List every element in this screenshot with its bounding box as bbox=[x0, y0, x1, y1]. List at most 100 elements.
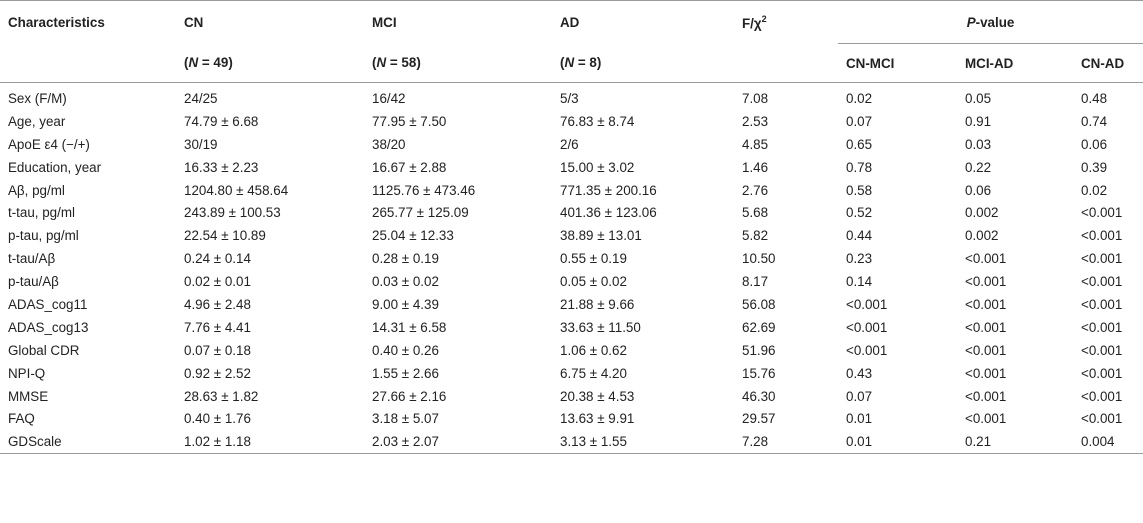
cell-p-mci-ad: <0.001 bbox=[965, 342, 1007, 358]
header-n-mci: (N = 58) bbox=[364, 43, 552, 83]
table-row: Sex (F/M) 24/25 16/42 5/3 7.08 0.02 0.05 0.48 bbox=[0, 83, 1143, 110]
table-row: t-tau/Aβ 0.24 ± 0.14 0.28 ± 0.19 0.55 ± 0.1… bbox=[0, 247, 1143, 270]
cell-ad: 13.63 ± 9.91 bbox=[560, 411, 635, 427]
cell-stat: 15.76 bbox=[742, 365, 776, 381]
cell-stat: 62.69 bbox=[742, 319, 776, 335]
cell-p-cn-ad: <0.001 bbox=[1081, 296, 1123, 312]
cell-ad: 15.00 ± 3.02 bbox=[560, 159, 635, 175]
cell-p-cn-mci: <0.001 bbox=[846, 342, 888, 358]
cell-p-mci-ad: <0.001 bbox=[965, 274, 1007, 290]
cell-p-mci-ad: <0.001 bbox=[965, 251, 1007, 267]
cell-mci: 14.31 ± 6.58 bbox=[372, 319, 447, 335]
cell-cn: 0.40 ± 1.76 bbox=[184, 411, 251, 427]
cell-cn: 30/19 bbox=[184, 136, 218, 152]
cell-mci: 77.95 ± 7.50 bbox=[372, 113, 447, 129]
row-label: p-tau, pg/ml bbox=[8, 228, 79, 244]
cell-cn: 1204.80 ± 458.64 bbox=[184, 182, 289, 198]
cell-stat: 46.30 bbox=[742, 388, 776, 404]
cell-cn: 243.89 ± 100.53 bbox=[184, 205, 281, 221]
cell-cn: 4.96 ± 2.48 bbox=[184, 296, 251, 312]
header-stat: F/χ2 bbox=[734, 0, 838, 44]
cell-stat: 7.08 bbox=[742, 90, 769, 106]
cell-cn: 22.54 ± 10.89 bbox=[184, 228, 266, 244]
cell-p-mci-ad: <0.001 bbox=[965, 388, 1007, 404]
header-pvalue: P-value bbox=[838, 0, 1143, 44]
header-pair-mci-ad: MCI-AD bbox=[957, 43, 1073, 83]
row-label: t-tau/Aβ bbox=[8, 251, 56, 267]
table-row: NPI-Q 0.92 ± 2.52 1.55 ± 2.66 6.75 ± 4.20 15… bbox=[0, 362, 1143, 385]
cell-p-cn-ad: <0.001 bbox=[1081, 388, 1123, 404]
cell-p-cn-ad: 0.48 bbox=[1081, 90, 1108, 106]
cell-mci: 9.00 ± 4.39 bbox=[372, 296, 439, 312]
cell-p-mci-ad: 0.06 bbox=[965, 182, 992, 198]
cell-ad: 38.89 ± 13.01 bbox=[560, 228, 642, 244]
cell-cn: 1.02 ± 1.18 bbox=[176, 430, 364, 455]
cell-p-cn-mci: 0.65 bbox=[846, 136, 873, 152]
cell-mci: 0.40 ± 0.26 bbox=[372, 342, 439, 358]
cell-stat: 56.08 bbox=[742, 296, 776, 312]
cell-p-mci-ad: 0.03 bbox=[965, 136, 992, 152]
cell-stat: 10.50 bbox=[742, 251, 776, 267]
header-pair-cn-ad: CN-AD bbox=[1073, 43, 1143, 83]
cell-p-cn-ad: <0.001 bbox=[1081, 205, 1123, 221]
cell-p-cn-ad: <0.001 bbox=[1081, 274, 1123, 290]
cell-p-mci-ad: <0.001 bbox=[965, 319, 1007, 335]
cell-p-cn-ad: 0.06 bbox=[1081, 136, 1108, 152]
cell-p-mci-ad: 0.91 bbox=[965, 113, 992, 129]
cell-cn: 0.92 ± 2.52 bbox=[184, 365, 251, 381]
cell-stat: 7.28 bbox=[734, 430, 838, 455]
row-label: Age, year bbox=[8, 113, 66, 129]
cell-p-cn-mci: 0.02 bbox=[846, 90, 873, 106]
cell-stat: 51.96 bbox=[742, 342, 776, 358]
cell-mci: 27.66 ± 2.16 bbox=[372, 388, 447, 404]
cell-stat: 2.53 bbox=[742, 113, 769, 129]
cell-mci: 1125.76 ± 473.46 bbox=[372, 182, 476, 198]
header-group-cn: CN bbox=[176, 0, 364, 44]
cell-ad: 0.55 ± 0.19 bbox=[560, 251, 627, 267]
cell-ad: 21.88 ± 9.66 bbox=[560, 296, 635, 312]
cell-mci: 16/42 bbox=[372, 90, 406, 106]
cell-ad: 20.38 ± 4.53 bbox=[560, 388, 635, 404]
table-row: ADAS_cog13 7.76 ± 4.41 14.31 ± 6.58 33.63 ±… bbox=[0, 316, 1143, 339]
characteristics-table: Characteristics CN MCI AD F/χ2 P-value (… bbox=[0, 0, 1143, 455]
table-row: p-tau, pg/ml 22.54 ± 10.89 25.04 ± 12.33 38… bbox=[0, 224, 1143, 247]
cell-ad: 3.13 ± 1.55 bbox=[552, 430, 734, 455]
cell-cn: 24/25 bbox=[184, 90, 218, 106]
header-pvalue-p: P bbox=[966, 14, 976, 30]
cell-cn: 28.63 ± 1.82 bbox=[184, 388, 259, 404]
row-label: ADAS_cog13 bbox=[8, 319, 89, 335]
cell-ad: 2/6 bbox=[560, 136, 579, 152]
cell-p-cn-mci: 0.01 bbox=[846, 411, 873, 427]
row-label: Education, year bbox=[8, 159, 102, 175]
cell-ad: 771.35 ± 200.16 bbox=[560, 182, 657, 198]
cell-p-cn-mci: 0.52 bbox=[846, 205, 873, 221]
cell-ad: 401.36 ± 123.06 bbox=[560, 205, 657, 221]
cell-cn: 7.76 ± 4.41 bbox=[184, 319, 251, 335]
row-label: ApoE ε4 (−/+) bbox=[8, 136, 90, 152]
cell-mci: 1.55 ± 2.66 bbox=[372, 365, 439, 381]
table-row: MMSE 28.63 ± 1.82 27.66 ± 2.16 20.38 ± 4.53… bbox=[0, 385, 1143, 408]
cell-p-cn-ad: <0.001 bbox=[1081, 228, 1123, 244]
cell-ad: 33.63 ± 11.50 bbox=[560, 319, 641, 335]
cell-mci: 3.18 ± 5.07 bbox=[372, 411, 439, 427]
table-row: GDScale 1.02 ± 1.18 2.03 ± 2.07 3.13 ± 1.55… bbox=[0, 430, 1143, 455]
cell-p-mci-ad: <0.001 bbox=[965, 365, 1007, 381]
cell-p-cn-ad: <0.001 bbox=[1081, 319, 1123, 335]
row-label: t-tau, pg/ml bbox=[8, 205, 75, 221]
cell-p-cn-mci: 0.78 bbox=[846, 159, 873, 175]
table-row: ApoE ε4 (−/+) 30/19 38/20 2/6 4.85 0.65 0.03 0.… bbox=[0, 133, 1143, 156]
cell-p-cn-mci: 0.43 bbox=[846, 365, 873, 381]
table-row: Global CDR 0.07 ± 0.18 0.40 ± 0.26 1.06 ± 0… bbox=[0, 339, 1143, 362]
row-label: p-tau/Aβ bbox=[8, 274, 59, 290]
cell-p-cn-mci: <0.001 bbox=[846, 296, 888, 312]
cell-cn: 0.02 ± 0.01 bbox=[184, 274, 251, 290]
cell-stat: 4.85 bbox=[742, 136, 769, 152]
row-label: Global CDR bbox=[8, 342, 80, 358]
row-label: NPI-Q bbox=[8, 365, 46, 381]
cell-mci: 16.67 ± 2.88 bbox=[372, 159, 447, 175]
cell-p-mci-ad: 0.002 bbox=[965, 205, 999, 221]
header-pvalue-rest: -value bbox=[975, 14, 1015, 30]
header-blank-stat bbox=[734, 43, 838, 83]
cell-mci: 0.28 ± 0.19 bbox=[372, 251, 439, 267]
cell-p-cn-ad: 0.74 bbox=[1081, 113, 1108, 129]
